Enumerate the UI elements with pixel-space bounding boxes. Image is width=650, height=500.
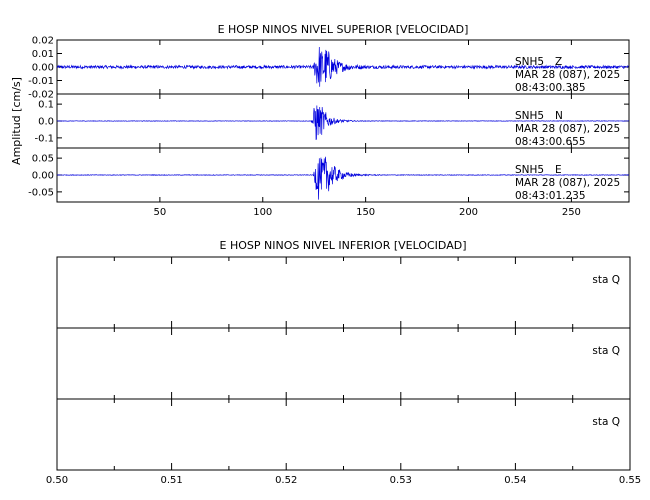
- x-tick-label: 0.54: [504, 475, 526, 486]
- x-tick-label: 100: [253, 207, 272, 218]
- upper-chart: E HOSP NINOS NIVEL SUPERIOR [VELOCIDAD] A…: [10, 23, 630, 218]
- lower-panel-2: sta Q: [56, 327, 631, 400]
- channel-code: Z: [555, 56, 562, 68]
- station-channel-label: SNH5 Z: [515, 56, 562, 68]
- lower-chart-title: E HOSP NINOS NIVEL INFERIOR [VELOCIDAD]: [220, 239, 467, 252]
- x-tick-label: 0.50: [46, 475, 68, 486]
- date-label: MAR 28 (087), 2025: [515, 177, 620, 189]
- station-placeholder-label: sta Q: [592, 274, 620, 286]
- upper-y-axis-label: Amplitud [cm/s]: [10, 77, 23, 165]
- channel-code: E: [555, 164, 562, 176]
- panel-frame: [56, 327, 631, 400]
- station-placeholder-label: sta Q: [592, 345, 620, 357]
- x-tick-label: 150: [356, 207, 375, 218]
- waveform-trace-n: [56, 105, 630, 140]
- station-channel-label: SNH5 N: [515, 110, 563, 122]
- x-tick-label: 200: [459, 207, 478, 218]
- y-tick-label: 0.00: [32, 63, 54, 74]
- station-placeholder-label: sta Q: [592, 416, 620, 428]
- y-tick-label: -0.05: [28, 187, 54, 198]
- waveform-trace-e: [56, 156, 630, 200]
- y-tick-label: 0.05: [32, 154, 54, 165]
- y-tick-label: -0.02: [28, 90, 54, 101]
- channel-code: N: [555, 110, 563, 122]
- y-tick-label: 0.00: [32, 171, 54, 182]
- date-label: MAR 28 (087), 2025: [515, 123, 620, 135]
- station-code: SNH5: [515, 56, 544, 68]
- y-tick-label: -0.1: [34, 133, 54, 144]
- lower-panel-1: sta Q: [56, 256, 631, 329]
- time-label: 08:43:00.385: [515, 82, 586, 94]
- x-tick-label: 0.52: [275, 475, 297, 486]
- x-tick-label: 250: [562, 207, 581, 218]
- panel-frame: [56, 398, 631, 471]
- lower-chart: E HOSP NINOS NIVEL INFERIOR [VELOCIDAD] s…: [46, 239, 641, 486]
- time-label: 08:43:00.655: [515, 136, 586, 148]
- y-tick-label: 0.1: [38, 100, 54, 111]
- waveform-trace-z: [56, 47, 630, 87]
- x-tick-label: 50: [154, 207, 167, 218]
- y-tick-label: 0.0: [38, 117, 54, 128]
- y-tick-label: -0.01: [28, 76, 54, 87]
- date-label: MAR 28 (087), 2025: [515, 69, 620, 81]
- x-tick-label: 0.53: [390, 475, 412, 486]
- upper-chart-title: E HOSP NINOS NIVEL SUPERIOR [VELOCIDAD]: [218, 23, 469, 36]
- x-tick-label: 0.51: [160, 475, 182, 486]
- time-label: 08:43:01.235: [515, 190, 586, 202]
- panel-frame: [56, 256, 631, 329]
- y-tick-label: 0.02: [32, 36, 54, 47]
- station-code: SNH5: [515, 110, 544, 122]
- station-code: SNH5: [515, 164, 544, 176]
- station-channel-label: SNH5 E: [515, 164, 562, 176]
- x-tick-label: 0.55: [619, 475, 641, 486]
- lower-panel-3: sta Q: [56, 398, 631, 471]
- y-tick-label: 0.01: [32, 49, 54, 60]
